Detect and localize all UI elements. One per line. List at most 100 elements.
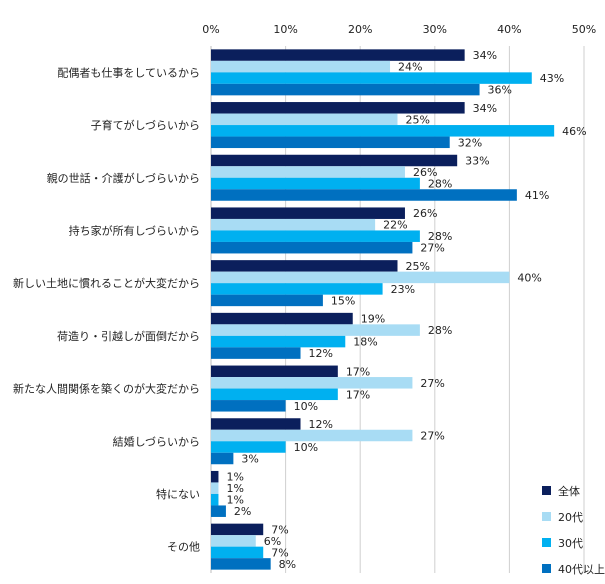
- category-label: 配偶者も仕事をしているから: [57, 66, 200, 79]
- category-label: 新しい土地に慣れることが大変だから: [13, 276, 200, 290]
- data-label: 23%: [391, 283, 415, 296]
- bar: [211, 271, 510, 284]
- data-label: 41%: [525, 189, 549, 202]
- data-label: 34%: [473, 49, 497, 62]
- data-label: 46%: [562, 125, 586, 138]
- bar: [211, 418, 301, 430]
- data-label: 6%: [264, 535, 281, 548]
- legend: 全体 20代 30代 40代以上: [542, 484, 605, 576]
- bar: [211, 218, 376, 231]
- data-label: 12%: [309, 418, 333, 431]
- data-label: 26%: [413, 166, 437, 179]
- data-label: 43%: [540, 72, 564, 85]
- bar: [211, 125, 555, 137]
- category-label: 荷造り・引越しが面倒だから: [57, 329, 200, 343]
- category-label: その他: [167, 541, 200, 554]
- bar: [211, 324, 420, 336]
- category-label: 子育てがしづらいから: [91, 118, 200, 132]
- category-labels: 配偶者も仕事をしているから子育てがしづらいから親の世話・介護がしづらいから持ち家…: [13, 66, 200, 553]
- bar: [211, 505, 226, 517]
- data-label: 27%: [420, 430, 444, 443]
- bar: [211, 177, 420, 190]
- bar: [211, 49, 465, 61]
- data-label: 24%: [398, 61, 422, 74]
- data-label: 1%: [226, 482, 243, 495]
- bar: [211, 535, 256, 547]
- data-label: 8%: [279, 558, 296, 571]
- legend-label: 全体: [558, 484, 580, 498]
- data-label: 26%: [413, 207, 437, 220]
- x-tick-label: 50%: [572, 23, 596, 36]
- data-label: 2%: [234, 505, 251, 518]
- bar: [211, 189, 517, 201]
- data-label: 17%: [346, 365, 370, 378]
- bar: [211, 388, 338, 401]
- data-label: 27%: [420, 242, 444, 255]
- legend-label: 40代以上: [558, 563, 605, 576]
- bar: [211, 441, 286, 453]
- bar: [211, 102, 465, 114]
- data-label: 27%: [420, 377, 444, 390]
- bar: [211, 546, 264, 559]
- bar: [211, 365, 338, 378]
- bar: [211, 60, 391, 73]
- bar: [211, 470, 219, 483]
- data-label: 18%: [353, 336, 377, 349]
- bar: [211, 400, 286, 412]
- legend-swatch: [542, 564, 551, 573]
- x-tick-label: 30%: [423, 23, 447, 36]
- data-label: 10%: [294, 400, 318, 413]
- bar: [211, 558, 271, 570]
- data-label: 36%: [488, 84, 512, 97]
- bar: [211, 230, 420, 242]
- data-label: 10%: [294, 441, 318, 454]
- bar: [211, 482, 219, 494]
- data-label: 33%: [465, 155, 489, 168]
- data-label: 12%: [309, 347, 333, 360]
- bar: [211, 154, 458, 167]
- data-label: 22%: [383, 219, 407, 232]
- data-label: 40%: [517, 271, 541, 284]
- bar: [211, 452, 234, 465]
- bar: [211, 283, 383, 295]
- legend-swatch: [542, 512, 551, 521]
- x-axis-ticks: 0% 10% 20% 30% 40% 50%: [202, 23, 596, 36]
- category-label: 結婚しづらいから: [113, 434, 200, 448]
- data-label: 32%: [458, 136, 482, 149]
- bar: [211, 260, 398, 272]
- category-label: 持ち家が所有しづらいから: [69, 223, 200, 237]
- data-label: 28%: [428, 178, 452, 191]
- x-tick-label: 40%: [497, 23, 521, 36]
- bar: [211, 166, 405, 178]
- data-label: 15%: [331, 294, 355, 307]
- data-label: 7%: [271, 546, 288, 559]
- bar: [211, 241, 413, 254]
- legend-swatch: [542, 538, 551, 547]
- data-label: 25%: [406, 113, 430, 126]
- data-label: 28%: [428, 324, 452, 337]
- category-label: 親の世話・介護がしづらいから: [47, 171, 200, 185]
- bar: [211, 493, 219, 506]
- x-tick-label: 10%: [273, 23, 297, 36]
- bar: [211, 347, 301, 359]
- data-labels: 34%24%43%36%34%25%46%32%33%26%28%41%26%2…: [226, 49, 586, 571]
- bar: [211, 83, 480, 96]
- bar: [211, 523, 264, 536]
- legend-label: 30代: [558, 537, 583, 550]
- data-label: 1%: [226, 471, 243, 484]
- bar: [211, 429, 413, 442]
- bar: [211, 335, 346, 348]
- data-label: 1%: [226, 494, 243, 507]
- data-label: 34%: [473, 102, 497, 115]
- bar: [211, 72, 532, 84]
- bars: [211, 49, 555, 570]
- bar: [211, 207, 405, 219]
- bar: [211, 136, 450, 149]
- data-label: 28%: [428, 230, 452, 243]
- data-label: 25%: [406, 260, 430, 273]
- bar: [211, 377, 413, 389]
- data-label: 7%: [271, 523, 288, 536]
- data-label: 3%: [241, 453, 258, 466]
- data-label: 19%: [361, 313, 385, 326]
